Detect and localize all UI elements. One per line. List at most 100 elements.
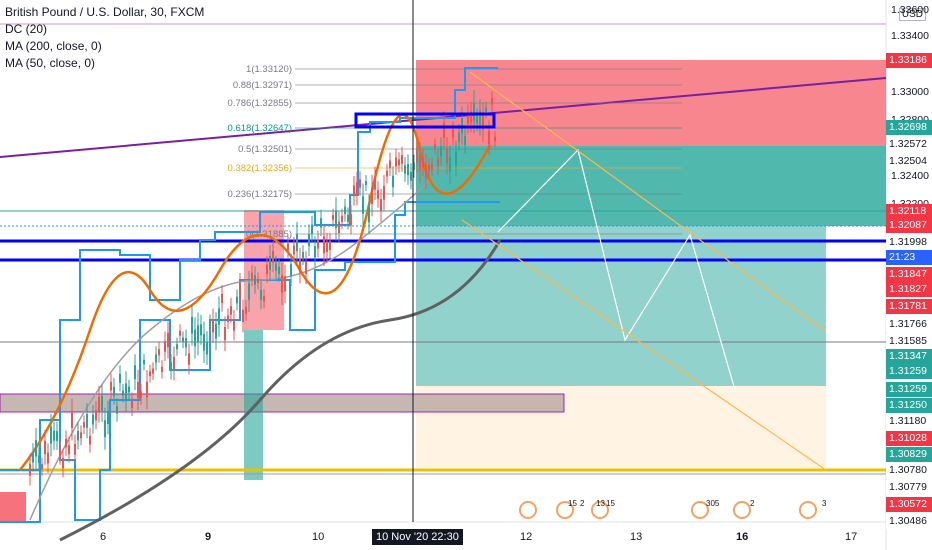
economic-event-icon bbox=[691, 501, 709, 519]
price-level-badge: 1.31998 bbox=[886, 235, 932, 250]
candle-body bbox=[296, 234, 298, 252]
candle-body bbox=[335, 210, 337, 228]
candle-body bbox=[464, 136, 466, 146]
price-level-badge: 1.30780 bbox=[886, 463, 932, 478]
candle-body bbox=[476, 116, 478, 124]
candle-body bbox=[386, 170, 388, 177]
candle-body bbox=[320, 218, 322, 228]
candle-body bbox=[176, 344, 178, 350]
candle-body bbox=[80, 432, 82, 439]
candle-body bbox=[350, 214, 352, 226]
candle-body bbox=[113, 386, 115, 397]
economic-event-icon bbox=[591, 501, 609, 519]
event-count: 15 bbox=[568, 499, 577, 508]
ma-50-line bbox=[29, 179, 431, 521]
price-level-badge: 1.31259 bbox=[886, 382, 932, 397]
candle-body bbox=[407, 163, 409, 176]
candle-body bbox=[134, 365, 136, 380]
candle-body bbox=[215, 323, 217, 339]
candle-body bbox=[236, 296, 238, 304]
donchian-upper bbox=[0, 67, 498, 523]
candle-body bbox=[155, 354, 157, 363]
candle-body bbox=[482, 114, 484, 130]
channel-line-upper bbox=[469, 71, 827, 333]
candle-body bbox=[290, 264, 292, 277]
candle-body bbox=[311, 224, 313, 235]
candle-body bbox=[488, 130, 490, 144]
candle-body bbox=[452, 129, 454, 138]
candle-body bbox=[458, 132, 460, 142]
candle-body bbox=[47, 452, 49, 464]
candle-body bbox=[434, 144, 436, 149]
candle-body bbox=[104, 420, 106, 438]
candle-body bbox=[86, 414, 88, 428]
candle-body bbox=[395, 157, 397, 167]
candle-body bbox=[251, 272, 253, 279]
candle-body bbox=[101, 395, 103, 411]
candle-body bbox=[227, 315, 229, 322]
price-level-badge: 1.33186 bbox=[886, 53, 932, 68]
target-zone-upper bbox=[416, 146, 886, 226]
legend-indicator-dc: DC (20) bbox=[5, 22, 48, 36]
candle-body bbox=[203, 333, 205, 351]
candle-body bbox=[164, 341, 166, 352]
candle-body bbox=[332, 214, 334, 220]
candle-body bbox=[293, 245, 295, 255]
candle-body bbox=[302, 252, 304, 258]
candle-body bbox=[485, 107, 487, 112]
candle-body bbox=[338, 221, 340, 234]
chart-legend: British Pound / U.S. Dollar, 30, FXCM DC… bbox=[5, 4, 204, 72]
ma-200-line bbox=[59, 239, 502, 542]
price-level-badge: 1.31766 bbox=[886, 317, 932, 332]
candle-body bbox=[347, 214, 349, 222]
fib-label: 0.786(1.32855) bbox=[228, 98, 292, 109]
candle-body bbox=[257, 278, 259, 284]
candle-body bbox=[314, 246, 316, 258]
price-level-badge: 1.32087 bbox=[886, 218, 932, 233]
crosshair-time-label: 10 Nov '20 22:30 bbox=[372, 529, 463, 545]
candle-body bbox=[491, 98, 493, 105]
candle-body bbox=[188, 353, 190, 365]
candle-body bbox=[392, 175, 394, 188]
economic-event-icon bbox=[519, 501, 537, 519]
candle-body bbox=[440, 146, 442, 157]
candle-body bbox=[119, 373, 121, 383]
time-tick-label: 16 bbox=[736, 531, 749, 543]
resistance-box bbox=[354, 112, 496, 129]
time-tick-label: 17 bbox=[845, 531, 858, 543]
event-count: 3 bbox=[822, 499, 827, 508]
candle-body bbox=[173, 357, 175, 370]
candle-body bbox=[383, 185, 385, 200]
candle-body bbox=[212, 319, 214, 333]
candle-body bbox=[59, 448, 61, 457]
candle-body bbox=[422, 157, 424, 167]
candle-body bbox=[41, 464, 43, 470]
candle-body bbox=[122, 390, 124, 396]
candle-body bbox=[425, 164, 427, 179]
event-count: 15 bbox=[606, 499, 615, 508]
candle-body bbox=[365, 181, 367, 186]
candle-body bbox=[218, 308, 220, 325]
price-level-badge: 1.32504 bbox=[886, 154, 932, 169]
time-tick-label: 9 bbox=[205, 531, 212, 543]
candle-body bbox=[89, 435, 91, 445]
currency-badge[interactable]: USD bbox=[898, 8, 926, 21]
candle-body bbox=[281, 275, 283, 293]
price-level-badge: 1.31781 bbox=[886, 299, 932, 314]
candle-body bbox=[68, 445, 70, 455]
candle-body bbox=[140, 391, 142, 398]
candle-body bbox=[167, 332, 169, 348]
candle-body bbox=[269, 255, 271, 271]
price-level-badge: 1.32118 bbox=[886, 204, 932, 219]
candle-body bbox=[128, 386, 130, 393]
candle-body bbox=[179, 330, 181, 336]
candle-body bbox=[74, 444, 76, 455]
candle-body bbox=[152, 368, 154, 374]
candle-body bbox=[71, 411, 73, 429]
fib-label: 1(1.33120) bbox=[246, 64, 292, 75]
candle-body bbox=[56, 431, 58, 441]
legend-indicator-ma50: MA (50, close, 0) bbox=[5, 56, 96, 70]
candle-body bbox=[353, 185, 355, 197]
